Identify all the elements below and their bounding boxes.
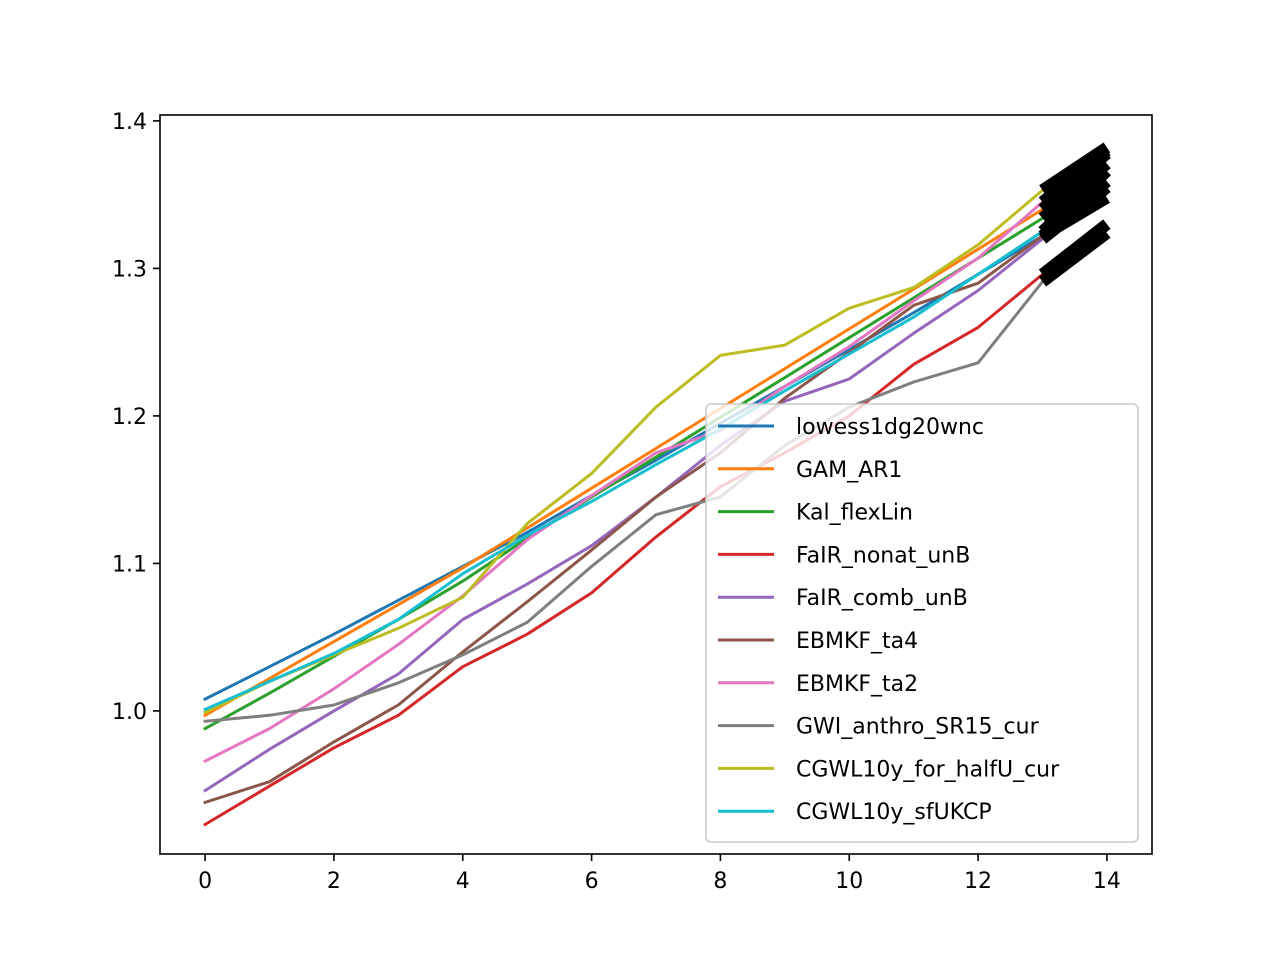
legend: lowess1dg20wnc GAM_AR1 Kal_flexLin FaIR_non…: [705, 403, 1139, 843]
legend-label-FaIR_nonat_unB: FaIR_nonat_unB: [796, 543, 970, 568]
y-axis: 1.0 1.1 1.2 1.3 1.4: [112, 110, 160, 725]
legend-box: [705, 403, 1139, 843]
legend-label-FaIR_comb_unB: FaIR_comb_unB: [796, 586, 968, 611]
legend-label-CGWL10y_for_halfU_cur: CGWL10y_for_halfU_cur: [796, 757, 1060, 782]
x-tick-label: 0: [198, 869, 212, 894]
legend-label-GAM_AR1: GAM_AR1: [796, 458, 902, 483]
x-tick-label: 6: [585, 869, 599, 894]
legend-label-lowess1dg20wnc: lowess1dg20wnc: [796, 415, 984, 440]
y-tick-label: 1.2: [112, 405, 147, 430]
x-tick-label: 8: [713, 869, 727, 894]
y-tick-label: 1.1: [112, 552, 147, 577]
series-line-GAM_AR1: [203, 207, 1045, 718]
projection-segment-9: [1038, 166, 1112, 236]
y-tick-label: 1.4: [112, 110, 147, 135]
series-line-EBMKF_ta4: [203, 233, 1045, 805]
y-tick-label: 1.0: [112, 700, 147, 725]
projection-layer: [1038, 142, 1112, 287]
x-tick-label: 2: [327, 869, 341, 894]
series-line-CGWL10y_for_halfU_cur: [203, 188, 1045, 715]
x-tick-label: 12: [964, 869, 992, 894]
projection-segment-3: [1038, 219, 1111, 280]
series-line-EBMKF_ta2: [203, 199, 1045, 764]
projection-segment-8: [1039, 142, 1111, 196]
projection-segment-7: [1038, 228, 1111, 287]
projection-segment-2: [1038, 159, 1111, 223]
legend-label-EBMKF_ta2: EBMKF_ta2: [796, 672, 918, 697]
x-tick-label: 4: [456, 869, 470, 894]
series-line-FaIR_comb_unB: [203, 236, 1045, 793]
x-axis: 0 2 4 6 8 10 12 14: [198, 854, 1121, 894]
series-layer: [203, 188, 1045, 827]
y-tick-label: 1.3: [112, 257, 147, 282]
plot-frame: [159, 114, 1153, 855]
legend-label-CGWL10y_sfUKCP: CGWL10y_sfUKCP: [796, 800, 992, 825]
series-line-GWI_anthro_SR15_cur: [203, 279, 1045, 723]
series-line-FaIR_nonat_unB: [203, 272, 1045, 827]
x-tick-label: 10: [835, 869, 863, 894]
x-tick-label: 14: [1093, 869, 1121, 894]
legend-label-GWI_anthro_SR15_cur: GWI_anthro_SR15_cur: [796, 715, 1040, 740]
series-line-CGWL10y_sfUKCP: [203, 229, 1045, 712]
legend-label-EBMKF_ta4: EBMKF_ta4: [796, 629, 918, 654]
legend-label-Kal_flexLin: Kal_flexLin: [796, 501, 913, 526]
